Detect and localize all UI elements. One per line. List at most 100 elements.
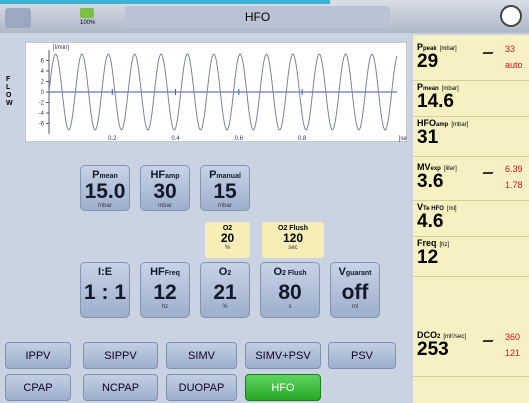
label-main: HFO [417,118,436,128]
mode-button[interactable]: HFO [245,374,321,401]
setting-button[interactable]: O2 Flush 80 s [260,262,320,318]
label: VTe HFO [ml] [417,202,529,212]
setting-button[interactable]: HFamp 30 mbar [140,165,190,211]
measurement: HFOamp [mbar] 31 [413,116,529,157]
top-stripe [0,0,330,4]
label-main: HF [150,169,166,181]
label: HFamp [141,169,189,181]
label: Freq [hz] [417,238,529,248]
label-main: O [218,266,228,278]
flow-tab[interactable]: FLOW [0,40,22,140]
mode-button[interactable]: CPAP [5,374,71,401]
y-tick-label: -4 [39,111,45,117]
preset-value: 20 [220,231,235,245]
label-main: P [92,169,100,181]
setting-button[interactable]: Pmean 15.0 mbar [80,165,130,211]
measurement-unit: [mbar] [441,86,459,92]
setting-value: off [341,281,369,304]
label: Vguarant [331,266,379,278]
setting-button[interactable]: Pmanual 15 mbar [200,165,250,211]
label-sub: 2 [437,334,441,340]
setting-button[interactable]: HFFreq 12 hz [140,262,190,318]
x-tick-label: 0.4 [171,136,180,142]
measurement-value: 3.6 [417,171,444,192]
measurement-value: 253 [417,339,449,360]
setting-button[interactable]: Vguarant off ml [330,262,380,318]
measurement: Ppeak [mbar] 29 33 auto [413,40,529,81]
measurement-unit: [hz] [439,242,450,248]
mode-button[interactable]: SIPPV [83,342,158,369]
label-sub: mean [423,86,439,92]
x-tick-label: 0.8 [298,136,307,142]
label: I:E [81,266,129,278]
label: HFFreq [141,266,189,278]
mode-button[interactable]: DUOPAP [166,374,237,401]
label-sub: Te HFO [423,206,444,212]
y-tick-label: 2 [41,80,45,86]
alarm-limit: 1.78 [505,180,523,190]
setting-value: 30 [153,180,177,203]
setting-value: 15.0 [84,180,126,203]
y-unit: [l/min] [53,45,69,51]
setting-unit: s [288,304,292,310]
preset-box: O2 20% [205,222,250,258]
measurement: VTe HFO [ml] 4.6 [413,200,529,237]
label-sub: 2 [227,270,232,277]
preset-unit: % [224,245,231,251]
setting-value: 21 [213,281,237,304]
mode-button[interactable]: SIMV [166,342,237,369]
clock-icon [500,5,522,27]
label-sub: peak [423,46,437,52]
label-sub: 2 [228,225,233,232]
measurement-value: 14.6 [417,91,454,112]
label-sub: guarant [345,270,372,277]
label-main: O [278,225,284,232]
measurement-unit: [mbar] [439,46,457,52]
setting-unit: hz [161,304,169,310]
label: MVexp [liter] [417,162,529,172]
label-main: P [417,42,424,52]
label: HFOamp [mbar] [417,118,529,128]
flow-wave [48,53,398,131]
mode-button[interactable]: NCPAP [83,374,158,401]
label-sub: amp [165,173,180,180]
setting-unit: mbar [218,203,232,209]
label-main: DCO [417,330,437,340]
mode-button[interactable]: PSV [328,342,396,369]
x-tick-label: 0.2 [108,136,117,142]
mode-button[interactable]: SIMV+PSV [245,342,321,369]
setting-value: 12 [153,281,177,304]
label-sub: manual [216,173,241,180]
y-tick-label: 6 [41,59,45,65]
x-tick-label: 0.6 [235,136,244,142]
label-main: P [209,169,217,181]
label-main: O [273,266,283,278]
menu-icon[interactable] [5,8,31,28]
label: O2 Flush [262,225,324,232]
measurement-value: 4.6 [417,211,444,232]
setting-unit: mbar [98,203,112,209]
label-main: HF [150,266,165,278]
label-main: V [338,266,346,278]
setting-button[interactable]: O2 21% [200,262,250,318]
battery-icon [80,8,94,18]
label-main: P [417,82,424,92]
mode-button[interactable]: IPPV [5,342,71,369]
y-tick-label: -2 [39,101,45,107]
alarm-limit: auto [505,60,523,70]
preset-unit: sec [288,245,298,251]
preset-value: 120 [282,231,304,245]
label-main: O [222,225,229,232]
label-main: V [417,202,424,212]
setting-value: 80 [278,281,302,304]
measurement-panel [413,35,529,403]
y-tick-label: 4 [41,69,45,75]
label-sub: mean [99,173,118,180]
label: Pmean [mbar] [417,82,529,92]
measurement-unit: [mbar] [451,122,469,128]
setting-button[interactable]: I:E 1 : 1 [80,262,130,318]
alarm-limit: 360 [505,332,521,342]
measurement-unit: [liter] [443,166,457,172]
label-sub: exp [430,166,441,172]
